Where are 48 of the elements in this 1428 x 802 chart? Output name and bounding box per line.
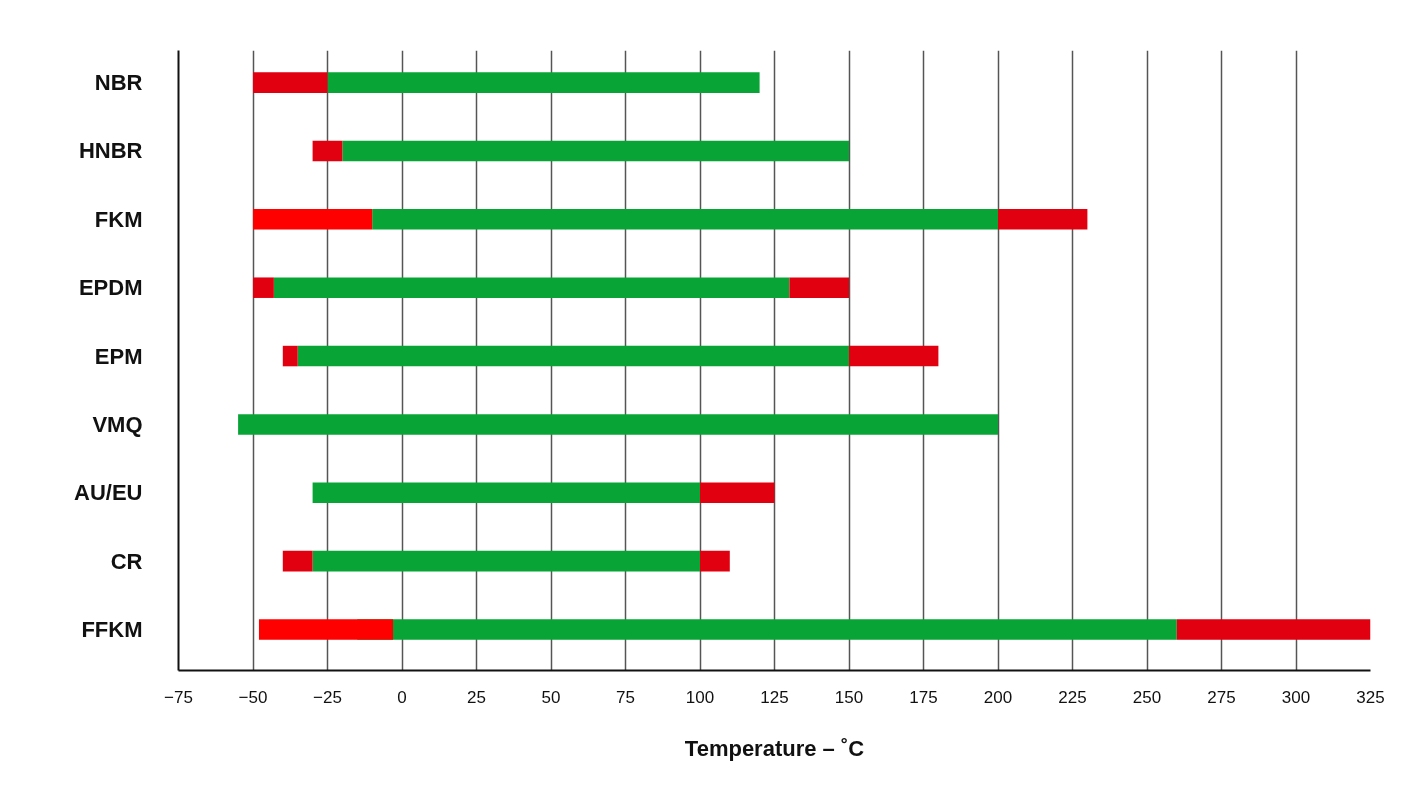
bar xyxy=(700,550,730,572)
x-tick-label: 125 xyxy=(760,687,789,707)
x-tick-label: 25 xyxy=(467,687,486,707)
y-tick-label: NBR xyxy=(94,70,143,96)
x-tick-label: 50 xyxy=(541,687,561,707)
bar xyxy=(258,619,394,640)
bar xyxy=(342,140,849,162)
bar xyxy=(297,345,849,367)
x-tick-label: 175 xyxy=(909,687,938,707)
x-tick-label: 75 xyxy=(616,687,635,707)
x-tick-label: 325 xyxy=(1356,687,1385,707)
bar xyxy=(327,72,760,93)
bar xyxy=(312,140,343,162)
x-tick-label: 225 xyxy=(1058,687,1087,707)
bar xyxy=(998,209,1088,230)
x-tick-label: 200 xyxy=(983,687,1013,707)
x-tick-label: −50 xyxy=(238,687,268,707)
bar xyxy=(253,277,274,298)
bar xyxy=(282,345,298,367)
bar xyxy=(312,482,700,504)
y-tick-label: EPM xyxy=(94,343,143,369)
x-tick-label: −25 xyxy=(313,687,342,707)
y-tick-label: AU/EU xyxy=(74,480,143,506)
bar xyxy=(372,209,998,230)
x-tick-label: 275 xyxy=(1207,687,1236,707)
bar xyxy=(700,482,775,504)
x-axis-title: Temperature – ˚C xyxy=(684,735,865,761)
x-tick-label: −75 xyxy=(164,687,193,707)
y-tick-label: CR xyxy=(110,548,143,574)
x-tick-label: 100 xyxy=(685,687,715,707)
y-tick-label: VMQ xyxy=(92,411,143,437)
x-tick-label: 0 xyxy=(397,687,407,707)
bar xyxy=(253,72,328,93)
bar xyxy=(1176,619,1371,640)
y-tick-label: FFKM xyxy=(81,616,143,642)
bar xyxy=(273,277,790,298)
bar xyxy=(312,550,700,572)
bar xyxy=(849,345,939,367)
bar xyxy=(253,209,373,230)
x-tick-label: 150 xyxy=(834,687,864,707)
bar xyxy=(789,277,849,298)
x-tick-label: 300 xyxy=(1281,687,1311,707)
bar xyxy=(238,414,998,435)
y-tick-label: FKM xyxy=(94,206,143,232)
y-tick-label: HNBR xyxy=(78,138,143,164)
y-tick-label: EPDM xyxy=(78,275,143,301)
x-tick-label: 250 xyxy=(1132,687,1162,707)
bar xyxy=(282,550,313,572)
